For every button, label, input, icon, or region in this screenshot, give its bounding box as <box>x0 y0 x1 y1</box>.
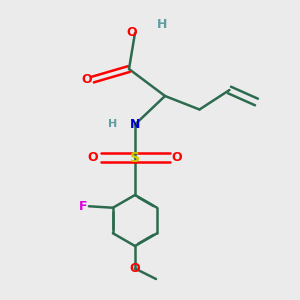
Text: O: O <box>172 151 182 164</box>
Text: H: H <box>157 17 167 31</box>
Text: S: S <box>130 151 140 164</box>
Text: O: O <box>130 262 140 275</box>
Text: N: N <box>130 118 140 131</box>
Text: O: O <box>88 151 98 164</box>
Text: O: O <box>127 26 137 40</box>
Text: O: O <box>82 73 92 86</box>
Text: H: H <box>108 119 117 129</box>
Text: F: F <box>79 200 87 213</box>
